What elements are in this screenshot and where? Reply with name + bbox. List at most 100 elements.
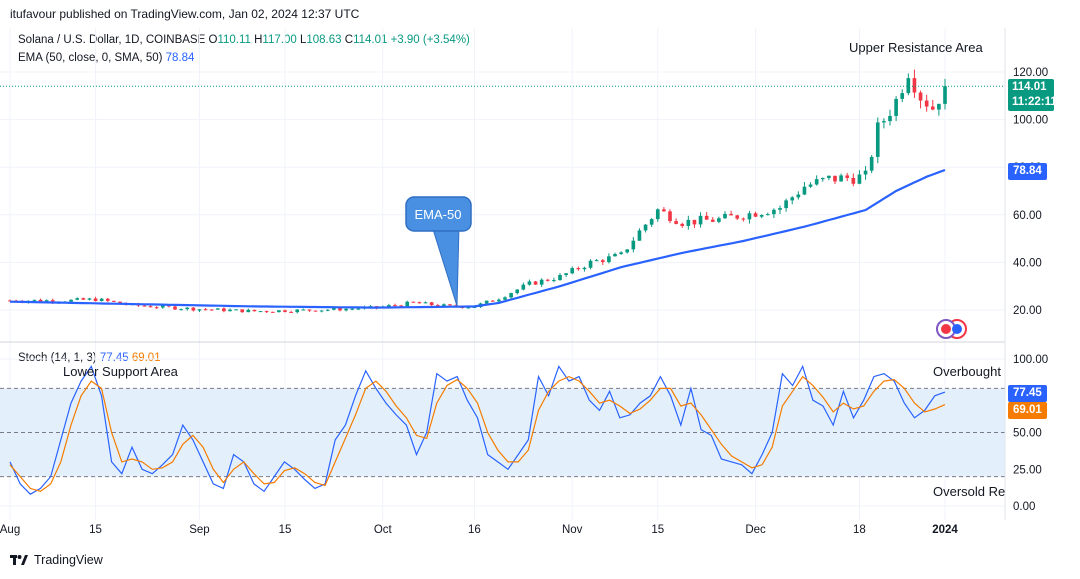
candle-body: [631, 240, 636, 250]
candle-body: [790, 197, 795, 201]
candle-body: [118, 301, 122, 304]
candle-body: [906, 78, 911, 94]
candle-body: [765, 214, 770, 216]
currency-flag-icon[interactable]: [936, 319, 967, 339]
close-value: 114.01: [353, 34, 388, 46]
footer-brand[interactable]: TradingView: [10, 553, 103, 567]
oversold-label: Oversold Re: [933, 484, 1005, 499]
stoch-tick-label: 25.00: [1013, 464, 1042, 476]
candle-body: [808, 184, 813, 187]
candle-body: [558, 274, 562, 281]
candle-body: [582, 267, 587, 270]
footer-brand-name: TradingView: [34, 553, 103, 567]
candle-body: [649, 219, 654, 225]
candle-body: [344, 308, 348, 311]
candle-body: [490, 300, 495, 302]
stoch-k-tag[interactable]: 77.45: [1008, 385, 1047, 402]
candle-body: [105, 298, 110, 301]
candle-body: [209, 309, 214, 311]
time-tick-label: Oct: [374, 524, 393, 536]
candle-body: [179, 309, 183, 311]
candle-body: [552, 280, 556, 282]
candle-body: [32, 299, 37, 301]
candle-body: [839, 175, 843, 182]
candle-body: [576, 268, 581, 270]
candle-body: [228, 309, 232, 312]
open-label: O: [208, 34, 218, 46]
candle-body: [81, 298, 86, 300]
candle-body: [674, 221, 678, 224]
stoch-tick-label: 50.00: [1013, 428, 1042, 440]
stoch-d-tag[interactable]: 69.01: [1008, 402, 1047, 419]
candle-body: [387, 305, 391, 307]
candle-body: [747, 213, 752, 220]
last-price-tag[interactable]: 114.01 11:22:11: [1008, 79, 1057, 111]
candle-body: [753, 213, 758, 217]
candle-body: [845, 175, 850, 178]
candle-body: [148, 306, 153, 308]
price-tick-label: 20.00: [1013, 305, 1042, 317]
time-tick-label: Sep: [189, 524, 209, 536]
candle-body: [759, 214, 764, 217]
candle-body: [692, 219, 697, 225]
candle-body: [435, 305, 440, 307]
candle-body: [643, 224, 648, 231]
stoch-legend[interactable]: Stoch (14, 1, 3) 77.45 69.01: [18, 352, 161, 364]
candle-body: [417, 302, 422, 304]
candle-body: [875, 122, 880, 157]
candle-body: [729, 213, 733, 216]
candle-body: [698, 215, 703, 225]
candle-body: [307, 309, 312, 311]
candle-body: [411, 301, 416, 303]
candle-body: [570, 268, 575, 274]
candle-body: [778, 208, 782, 210]
ema-price-tag[interactable]: 78.84: [1008, 163, 1047, 180]
candle-body: [900, 93, 905, 99]
stoch-d-line: [9, 375, 946, 492]
candle-body: [75, 298, 80, 300]
candle-body: [154, 307, 159, 309]
candle-body: [472, 307, 477, 309]
candle-body: [93, 298, 98, 302]
candle-body: [827, 175, 831, 178]
candle-body: [197, 309, 202, 311]
candle-body: [539, 279, 544, 285]
time-tick-label: 2024: [932, 524, 958, 536]
candle-body: [350, 308, 355, 310]
callout-label: EMA-50: [415, 207, 462, 222]
time-tick-label: 15: [89, 524, 102, 536]
candle-body: [277, 310, 281, 313]
stoch-k-line: [9, 364, 946, 495]
candle-body: [564, 273, 568, 275]
candle-body: [869, 156, 874, 171]
tradingview-logo-icon: [10, 555, 28, 565]
price-tick-label: 100.00: [1013, 115, 1048, 127]
candle-body: [668, 211, 672, 222]
candle-body: [87, 298, 92, 300]
candle-body: [50, 300, 55, 303]
time-tick-label: Dec: [745, 524, 766, 536]
ema-label: EMA (50, close, 0, SMA, 50): [18, 52, 163, 64]
candle-body: [466, 307, 471, 309]
ema-legend[interactable]: EMA (50, close, 0, SMA, 50) 78.84: [18, 52, 194, 64]
candle-body: [399, 305, 403, 307]
candle-body: [588, 260, 593, 268]
high-value: 117.00: [262, 34, 297, 46]
time-tick-label: Nov: [562, 524, 583, 536]
ema-line: [9, 168, 946, 309]
candle-body: [924, 100, 929, 107]
candle-body: [240, 309, 245, 313]
candle-body: [283, 310, 287, 312]
candle-body: [857, 174, 862, 184]
candle-body: [888, 115, 892, 122]
candle-body: [222, 308, 226, 312]
candle-body: [655, 209, 660, 220]
symbol-legend[interactable]: Solana / U.S. Dollar, 1D, COINBASE O110.…: [18, 34, 470, 46]
callout-box[interactable]: [405, 196, 472, 232]
candle-body: [710, 219, 715, 222]
candle-body: [717, 218, 721, 222]
candle-body: [185, 307, 190, 310]
candle-body: [882, 121, 886, 123]
candle-body: [521, 284, 526, 290]
